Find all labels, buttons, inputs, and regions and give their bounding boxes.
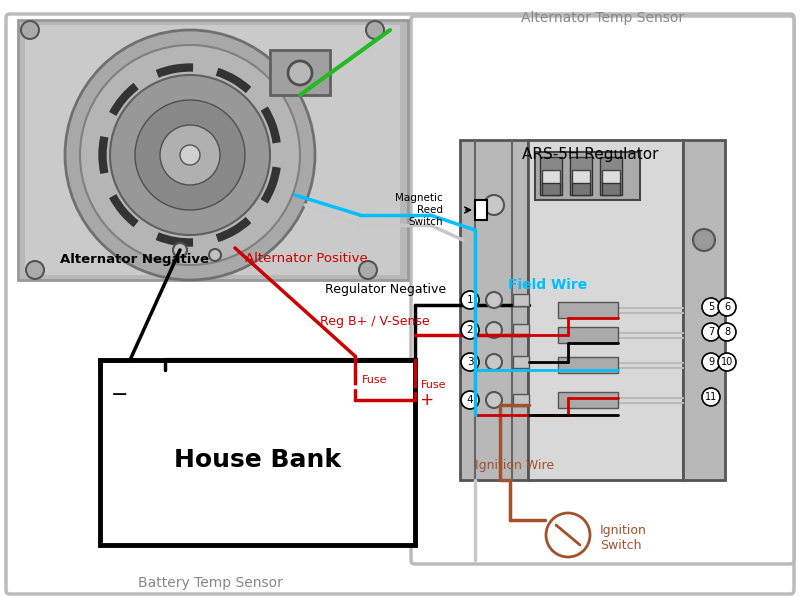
Bar (528, 140, 683, 480)
Circle shape (160, 125, 220, 185)
Text: Ignition Wire: Ignition Wire (475, 458, 554, 472)
Bar (558, 302, 618, 318)
Bar (513, 294, 529, 306)
Text: Alternator Negative: Alternator Negative (60, 254, 209, 266)
Circle shape (180, 145, 200, 165)
Circle shape (135, 100, 245, 210)
Bar (270, 50, 330, 95)
Text: Magnetic
Reed
Switch: Magnetic Reed Switch (395, 193, 443, 227)
Text: Field Wire: Field Wire (508, 278, 588, 292)
Bar (513, 394, 529, 406)
Bar (513, 356, 529, 368)
Bar (602, 170, 620, 185)
Bar (25, 25, 400, 275)
Text: −: − (111, 385, 129, 405)
Bar (558, 327, 618, 343)
Circle shape (461, 391, 479, 409)
Text: Battery Temp Sensor: Battery Temp Sensor (138, 576, 282, 590)
Bar (475, 200, 487, 220)
Circle shape (486, 292, 502, 308)
Text: 11: 11 (705, 392, 717, 402)
Text: Ignition
Switch: Ignition Switch (600, 524, 647, 552)
Text: 3: 3 (466, 357, 474, 367)
Bar (683, 140, 725, 480)
FancyBboxPatch shape (411, 16, 794, 564)
Bar (572, 183, 590, 195)
Text: 7: 7 (708, 327, 714, 337)
Circle shape (718, 298, 736, 316)
Text: 4: 4 (466, 395, 474, 405)
Bar (542, 170, 560, 185)
Circle shape (484, 195, 504, 215)
Bar (513, 324, 529, 336)
Bar (535, 152, 640, 200)
Circle shape (702, 353, 720, 371)
Text: 1: 1 (466, 295, 474, 305)
Circle shape (288, 61, 312, 85)
Text: 9: 9 (708, 357, 714, 367)
Circle shape (366, 21, 384, 39)
Bar (558, 357, 618, 373)
Circle shape (702, 323, 720, 341)
Bar (572, 170, 590, 185)
Text: Reg B+ / V-Sense: Reg B+ / V-Sense (320, 315, 430, 328)
Bar (460, 140, 528, 480)
Circle shape (21, 21, 39, 39)
Bar (100, 360, 415, 545)
Circle shape (486, 322, 502, 338)
Text: ARS-5H Regulator: ARS-5H Regulator (522, 147, 658, 162)
Circle shape (110, 75, 270, 235)
Text: +: + (415, 391, 434, 409)
Text: Fuse: Fuse (362, 375, 387, 385)
Text: 10: 10 (721, 357, 733, 367)
Bar (542, 183, 560, 195)
Text: Alternator Positive: Alternator Positive (245, 251, 368, 264)
Text: 8: 8 (724, 327, 730, 337)
Circle shape (461, 321, 479, 339)
Text: Regulator Negative: Regulator Negative (325, 284, 446, 297)
Bar (570, 157, 592, 195)
Text: 5: 5 (708, 302, 714, 312)
Text: Alternator Temp Sensor: Alternator Temp Sensor (522, 11, 685, 25)
Circle shape (359, 261, 377, 279)
Text: Fuse: Fuse (421, 380, 446, 390)
Circle shape (486, 354, 502, 370)
Bar (18, 20, 408, 280)
Bar (602, 183, 620, 195)
Circle shape (702, 298, 720, 316)
Circle shape (461, 291, 479, 309)
Text: 6: 6 (724, 302, 730, 312)
Circle shape (209, 249, 221, 261)
Circle shape (26, 261, 44, 279)
Bar (558, 392, 618, 408)
Circle shape (486, 392, 502, 408)
Circle shape (546, 513, 590, 557)
Bar (540, 157, 562, 195)
Circle shape (65, 30, 315, 280)
Circle shape (693, 229, 715, 251)
Bar (600, 157, 622, 195)
Circle shape (702, 388, 720, 406)
Circle shape (173, 243, 187, 257)
Circle shape (718, 323, 736, 341)
Circle shape (718, 353, 736, 371)
Circle shape (80, 45, 300, 265)
Text: House Bank: House Bank (174, 448, 341, 472)
Text: 2: 2 (466, 325, 474, 335)
Circle shape (461, 353, 479, 371)
